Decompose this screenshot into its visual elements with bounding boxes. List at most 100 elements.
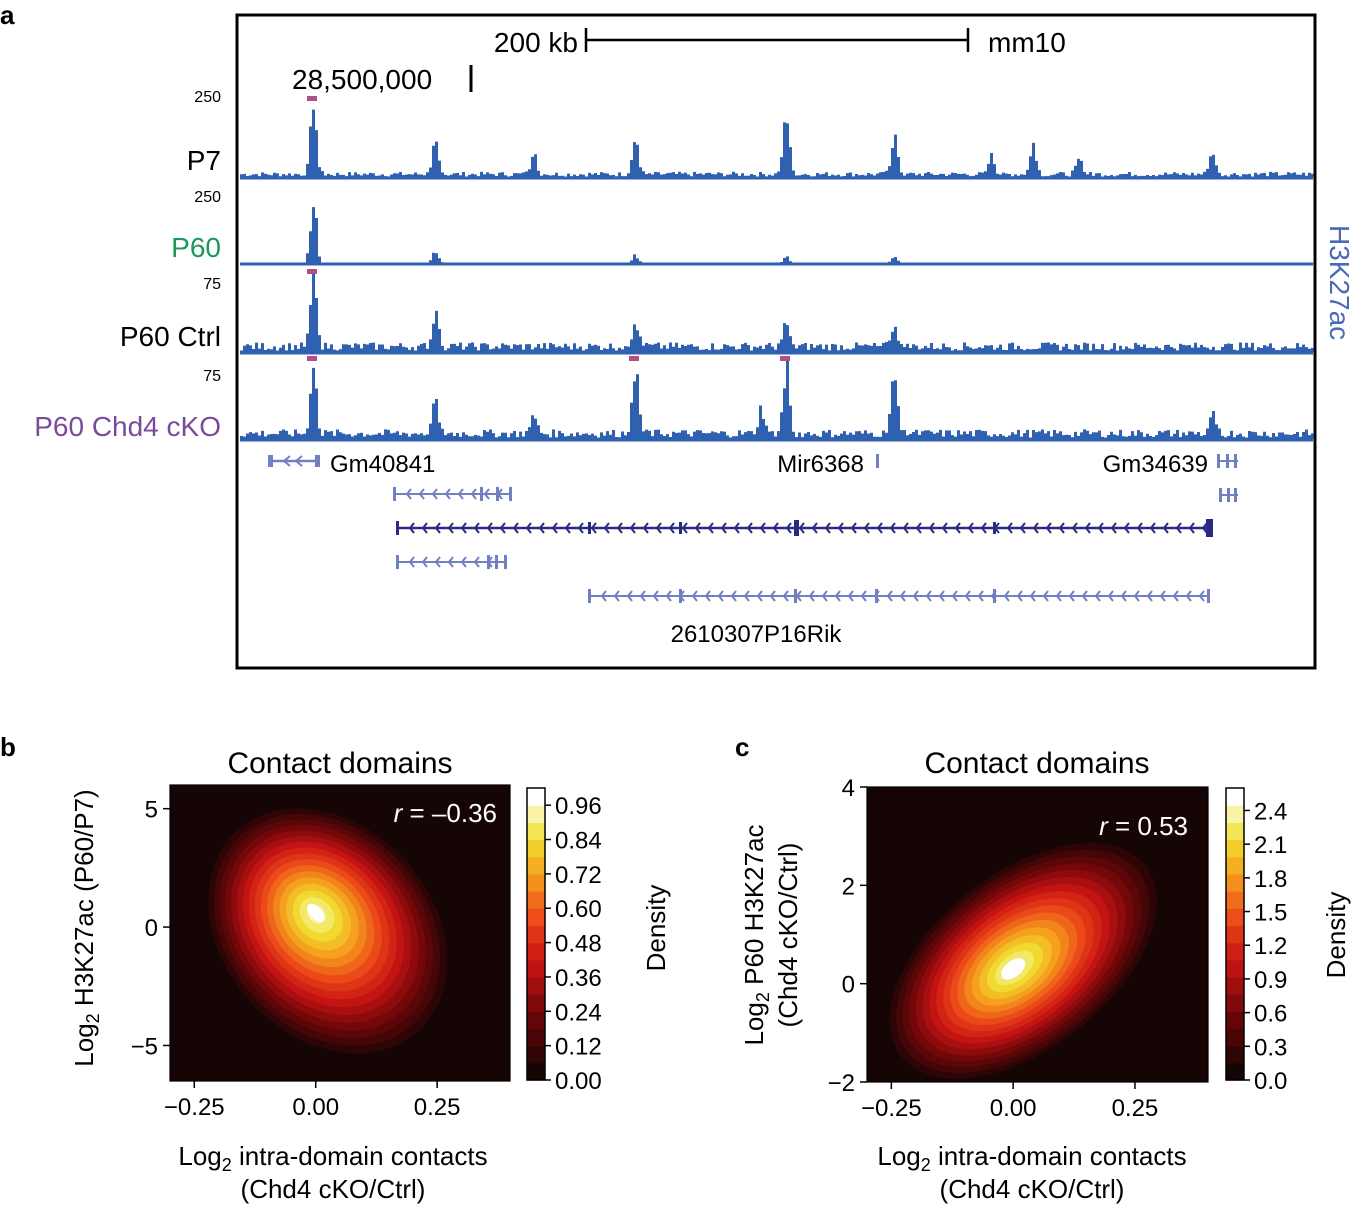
colorbar-tick-label: 0.72 — [555, 862, 602, 889]
isoform-strand-arrow — [782, 590, 789, 602]
chart-b-colorbar-label: Density — [641, 885, 671, 972]
colorbar-tick-label: 0.96 — [555, 793, 602, 820]
isoform-strand-arrow — [912, 590, 919, 602]
isoform-exon — [1207, 589, 1210, 603]
colorbar-segment — [527, 856, 545, 875]
track-cko-label: P60 Chd4 cKO — [34, 411, 221, 442]
chart-b-ylabel-sub: 2 — [83, 1013, 103, 1023]
isoform-strand-arrow — [473, 556, 480, 568]
chart-b-xlabel-sub: 2 — [222, 1155, 232, 1175]
isoform-strand-arrow — [613, 590, 620, 602]
track-p60-signal — [240, 207, 1314, 266]
panel-b-letter: b — [0, 732, 16, 762]
colorbar-segment — [527, 891, 545, 909]
colorbar-tick-label: 0.48 — [555, 931, 602, 958]
track-p7-label: P7 — [187, 145, 221, 176]
gene-gm40841-label: Gm40841 — [330, 451, 435, 478]
coordinate-label: 28,500,000 — [292, 64, 432, 95]
track-p60-bars — [240, 207, 1314, 264]
panel-c-letter: c — [735, 732, 749, 762]
panel-a-letter: a — [0, 0, 15, 30]
isoform-strand-arrow — [538, 522, 545, 534]
isoform-exon — [679, 589, 682, 603]
gene-annotations: Gm40841 Mir6368 Gm34639 2610307P16Rik — [268, 451, 1238, 648]
chart-b-xlabel-log: Log — [178, 1141, 221, 1171]
isoform-strand-arrow — [886, 590, 893, 602]
isoform-exon — [794, 589, 797, 603]
track-ctrl-max: 75 — [203, 276, 221, 293]
colorbar-tick-label: 2.1 — [1254, 832, 1287, 859]
isoform-strand-arrow — [1185, 590, 1192, 602]
track-ctrl-signal — [240, 269, 1314, 355]
track-p7-signal — [240, 96, 1314, 180]
colorbar-frame — [1225, 787, 1245, 1081]
colorbar-segment — [1226, 891, 1244, 909]
isoform-strand-arrow — [902, 522, 909, 534]
isoform-strand-arrow — [1201, 522, 1208, 534]
isoform-strand-arrow — [1097, 522, 1104, 534]
isoform-strand-arrow — [1110, 522, 1117, 534]
chart-c-ylabel-rest: P60 H3K27ac — [739, 824, 769, 992]
isoform-strand-arrow — [577, 522, 584, 534]
isoform-strand-arrow — [668, 522, 675, 534]
isoform-strand-arrow — [483, 488, 490, 500]
gene-mir6368-label: Mir6368 — [777, 451, 864, 478]
isoform-strand-arrow — [1032, 522, 1039, 534]
isoform-strand-arrow — [1081, 590, 1088, 602]
isoform-strand-arrow — [951, 590, 958, 602]
isoform-strand-arrow — [860, 590, 867, 602]
isoform-strand-arrow — [837, 522, 844, 534]
y-tick-label: 0 — [145, 915, 158, 942]
track-ctrl-bars — [240, 271, 1314, 353]
isoform-strand-arrow — [1146, 590, 1153, 602]
isoform-strand-arrow — [434, 522, 441, 534]
colorbar-segment — [527, 976, 545, 995]
isoform-strand-arrow — [1006, 522, 1013, 534]
isoform-strand-arrow — [772, 522, 779, 534]
rik-isoform — [396, 519, 1213, 537]
isoform-strand-arrow — [889, 522, 896, 534]
isoform-strand-arrow — [1058, 522, 1065, 534]
isoform-strand-arrow — [639, 590, 646, 602]
isoform-strand-arrow — [707, 522, 714, 534]
chart-c-r-annotation: r = 0.53 — [1099, 811, 1188, 841]
chart-b-xlabel: Log2 intra-domain contacts — [178, 1141, 487, 1175]
isoform-strand-arrow — [600, 590, 607, 602]
chart-b-title: Contact domains — [227, 747, 452, 780]
track-p7-clip-marker — [307, 96, 317, 101]
isoform-exon — [480, 487, 483, 501]
isoform-exon — [496, 487, 499, 501]
isoform-strand-arrow — [681, 522, 688, 534]
isoform-strand-arrow — [512, 522, 519, 534]
chart-c-title: Contact domains — [924, 747, 1149, 780]
colorbar-segment — [1226, 942, 1244, 961]
browser-frame — [235, 13, 1317, 670]
isoform-strand-arrow — [1055, 590, 1062, 602]
isoform-exon — [396, 555, 399, 569]
chart-b-frame — [169, 784, 511, 1082]
isoform-strand-arrow — [1188, 522, 1195, 534]
isoform-strand-arrow — [1159, 590, 1166, 602]
isoform-strand-arrow — [1003, 590, 1010, 602]
isoform-strand-arrow — [1149, 522, 1156, 534]
colorbar-tick-label: 0.24 — [555, 999, 602, 1026]
isoform-strand-arrow — [938, 590, 945, 602]
isoform-strand-arrow — [704, 590, 711, 602]
colorbar-frame — [526, 787, 546, 1081]
colorbar-segment — [1226, 873, 1244, 892]
isoform-strand-arrow — [1172, 590, 1179, 602]
colorbar-tick-label: 0.0 — [1254, 1068, 1287, 1095]
isoform-strand-arrow — [418, 488, 425, 500]
colorbar-segment — [1226, 925, 1244, 944]
chart-c-ylabel-sub: 2 — [753, 992, 773, 1002]
isoform-strand-arrow — [460, 556, 467, 568]
colorbar-tick-label: 0.60 — [555, 896, 602, 923]
chart-c-colorbar: 2.4 2.1 1.8 1.5 1.2 0.9 0.6 0.3 0.0 — [1225, 787, 1287, 1095]
y-tick-label: 4 — [842, 775, 855, 802]
isoform-exon — [588, 589, 591, 603]
chart-b-density-contours — [208, 808, 448, 1054]
track-p7-max: 250 — [194, 89, 221, 106]
density-peak — [307, 903, 325, 922]
isoform-strand-arrow — [655, 522, 662, 534]
chart-b-ylabel-log: Log — [69, 1023, 99, 1066]
